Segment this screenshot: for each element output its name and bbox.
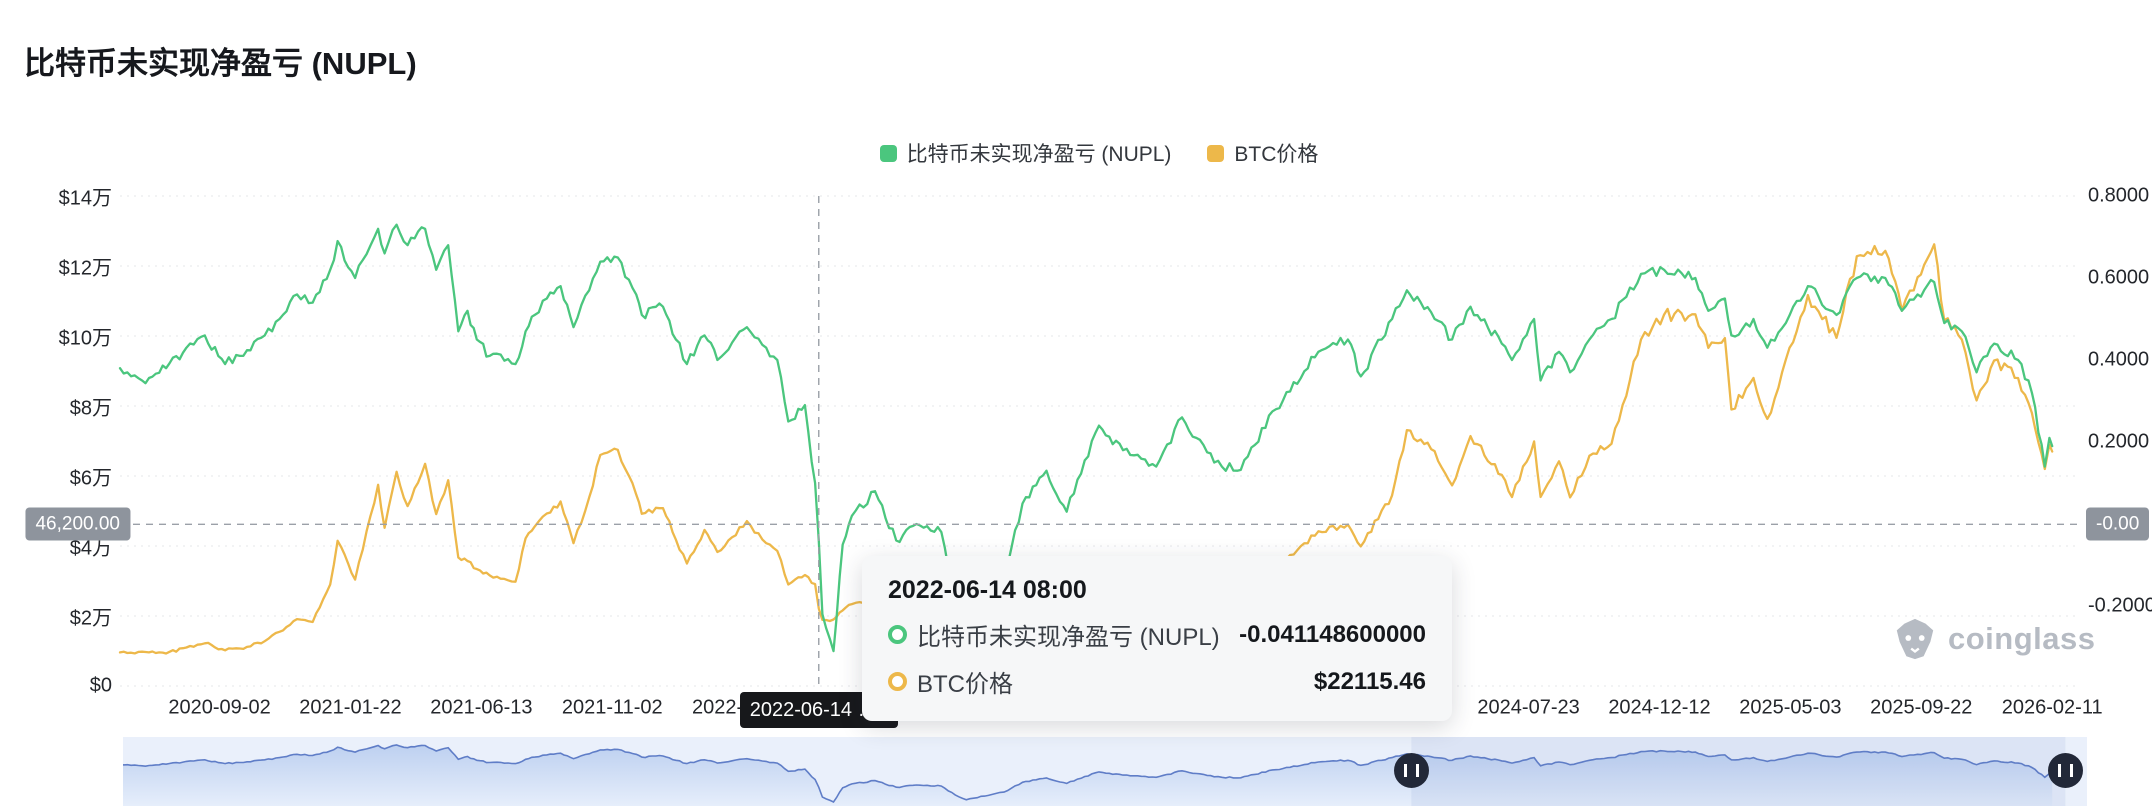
- tooltip-rows: 比特币未实现净盈亏 (NUPL) -0.041148600000 BTC价格 $221…: [888, 617, 1426, 699]
- tooltip-series-label: BTC价格: [917, 671, 1013, 698]
- crosshair-right-value-badge: -0.00: [2086, 507, 2150, 541]
- legend-item-btc-price[interactable]: BTC价格: [1207, 138, 1318, 168]
- page-title: 比特币未实现净盈亏 (NUPL): [24, 46, 417, 81]
- chart-tooltip: 2022-06-14 08:00 比特币未实现净盈亏 (NUPL) -0.0411…: [862, 556, 1452, 721]
- tooltip-row: 比特币未实现净盈亏 (NUPL) -0.041148600000: [888, 617, 1426, 652]
- tooltip-series-dot-icon: [888, 625, 907, 644]
- coinglass-logo-icon: [1896, 618, 1934, 660]
- nupl-legend-label: 比特币未实现净盈亏 (NUPL): [906, 143, 1172, 166]
- tooltip-date-title: 2022-06-14 08:00: [888, 576, 1087, 604]
- navigator-left-handle[interactable]: [1393, 753, 1429, 788]
- tooltip-series-value: $22115.46: [1313, 667, 1426, 695]
- legend-item-nupl[interactable]: 比特币未实现净盈亏 (NUPL): [879, 138, 1172, 168]
- tooltip-row: BTC价格 $22115.46: [888, 664, 1426, 699]
- tooltip-series-value: -0.041148600000: [1239, 620, 1426, 648]
- pause-handle-icon: [2057, 764, 2073, 777]
- btc-legend-marker-icon: [1207, 144, 1225, 162]
- pause-handle-icon: [1403, 764, 1419, 777]
- crosshair-left-value-badge: 46,200.00: [25, 507, 130, 541]
- btc-legend-label: BTC价格: [1234, 143, 1319, 166]
- tooltip-series-dot-icon: [888, 672, 907, 691]
- chart-legend: 比特币未实现净盈亏 (NUPL) BTC价格: [120, 138, 2078, 168]
- coinglass-watermark-text: coinglass: [1948, 621, 2096, 656]
- navigator-right-handle[interactable]: [2047, 753, 2083, 788]
- nupl-legend-marker-icon: [879, 144, 897, 162]
- tooltip-series-label: 比特币未实现净盈亏 (NUPL): [917, 624, 1220, 651]
- coinglass-watermark: coinglass: [1892, 616, 2096, 662]
